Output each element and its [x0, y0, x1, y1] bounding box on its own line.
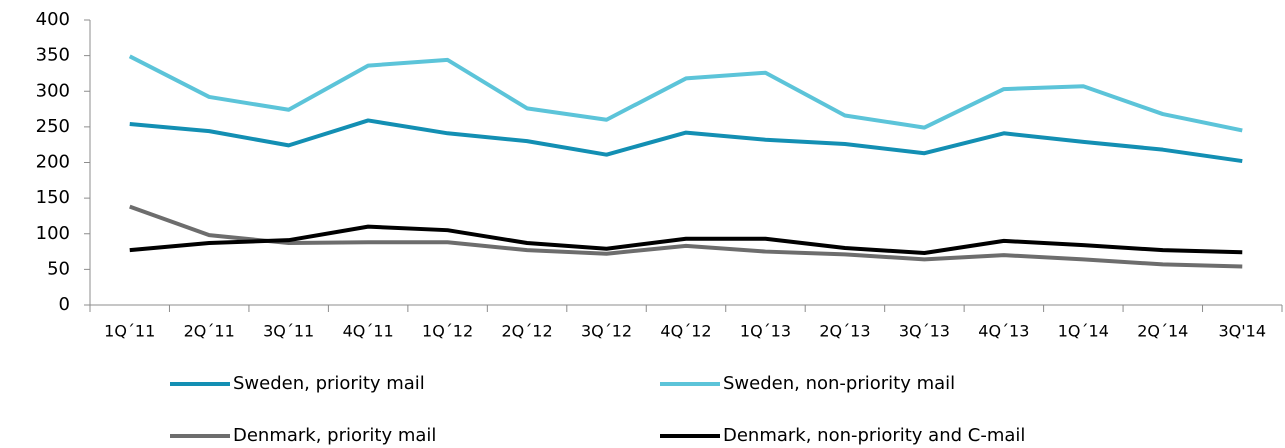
legend-label: Denmark, non-priority and C-mail	[723, 425, 1025, 446]
x-tick-label: 2Q´14	[1137, 322, 1188, 341]
legend-label: Denmark, priority mail	[233, 425, 436, 446]
y-tick-label: 300	[36, 80, 70, 101]
x-tick-label: 1Q´12	[422, 322, 473, 341]
legend-label: Sweden, priority mail	[233, 373, 425, 394]
y-tick-label: 400	[36, 9, 70, 30]
x-tick-label: 4Q´12	[660, 322, 711, 341]
series-line	[128, 54, 1243, 133]
y-tick-label: 150	[36, 187, 70, 208]
legend-label: Sweden, non-priority mail	[723, 373, 955, 394]
x-tick-label: 2Q´12	[501, 322, 552, 341]
y-tick-label: 50	[47, 258, 70, 279]
y-tick-label: 250	[36, 116, 70, 137]
y-tick-label: 100	[36, 223, 70, 244]
x-tick-label: 3Q'14	[1219, 322, 1267, 341]
x-tick-label: 3Q´13	[899, 322, 950, 341]
y-tick-label: 350	[36, 45, 70, 66]
x-tick-label: 4Q´11	[343, 322, 394, 341]
x-tick-label: 1Q´11	[104, 322, 155, 341]
series-line	[129, 204, 1243, 269]
x-tick-label: 4Q´13	[978, 322, 1029, 341]
y-tick-label: 200	[36, 152, 70, 173]
x-tick-label: 1Q´14	[1058, 322, 1109, 341]
x-tick-label: 3Q´12	[581, 322, 632, 341]
y-tick-label: 0	[59, 294, 70, 315]
x-tick-label: 3Q´11	[263, 322, 314, 341]
series-line	[129, 118, 1243, 164]
x-tick-label: 1Q´13	[740, 322, 791, 341]
x-tick-label: 2Q´11	[184, 322, 235, 341]
x-tick-label: 2Q´13	[819, 322, 870, 341]
series-line	[129, 224, 1243, 255]
